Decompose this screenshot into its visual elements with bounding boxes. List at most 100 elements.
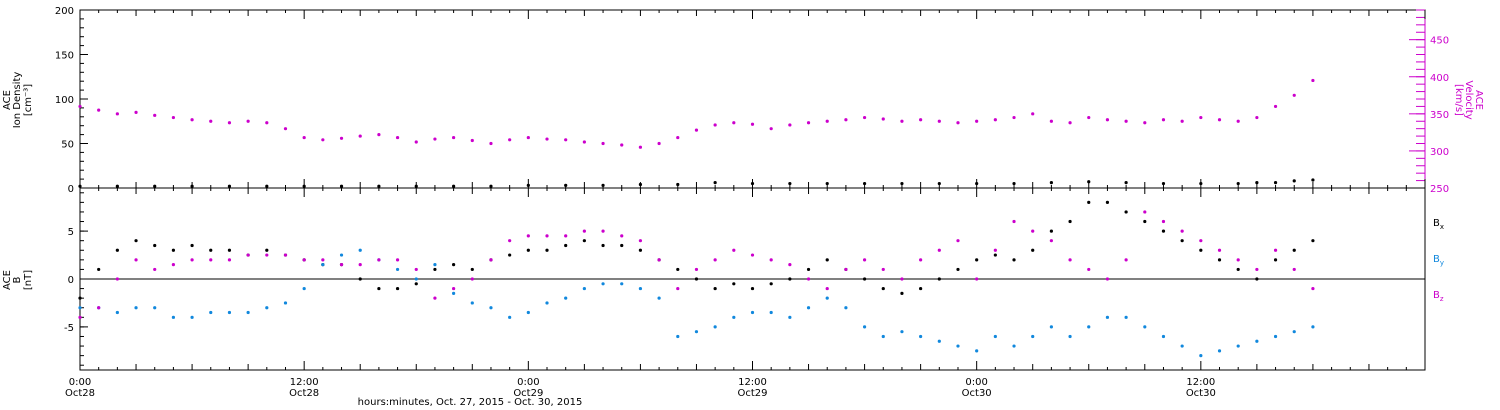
by-point xyxy=(975,349,979,353)
legend-by-subscript: y xyxy=(1440,259,1444,267)
bz-point xyxy=(975,277,979,281)
svg-text:By: By xyxy=(1433,254,1444,267)
bz-point xyxy=(1255,267,1259,272)
bz-point xyxy=(620,234,624,238)
bz-point xyxy=(209,258,213,262)
density-axis-label-1: ACE xyxy=(2,90,13,110)
bz-point xyxy=(358,263,362,267)
bz-point xyxy=(862,258,867,262)
by-point xyxy=(134,306,138,310)
top-data-points xyxy=(78,78,1315,188)
x-axis-title: hours:minutes, Oct. 27, 2015 - Oct. 30, … xyxy=(358,397,583,408)
x-tick-label-date: Oct29 xyxy=(737,388,767,399)
velocity-point xyxy=(1292,93,1296,97)
by-point xyxy=(750,310,755,315)
by-point xyxy=(601,282,605,286)
bz-point xyxy=(470,277,474,281)
by-point xyxy=(115,310,119,315)
by-point xyxy=(265,306,269,310)
by-point xyxy=(1124,315,1128,319)
velocity-point xyxy=(153,113,157,117)
velocity-point xyxy=(1087,115,1091,120)
by-point xyxy=(1311,325,1315,329)
velocity-point xyxy=(676,135,680,140)
by-point xyxy=(1031,334,1035,339)
bz-point xyxy=(788,263,792,267)
by-point xyxy=(564,296,568,300)
bx-point xyxy=(395,286,400,291)
by-point xyxy=(1068,334,1072,339)
velocity-point xyxy=(115,112,119,116)
density-point xyxy=(788,181,792,186)
bx-point xyxy=(1012,258,1016,262)
velocity-point xyxy=(1143,121,1147,125)
by-point xyxy=(676,334,680,339)
x-tick-label-date: Oct30 xyxy=(1186,388,1216,399)
velocity-point xyxy=(694,128,699,132)
by-point xyxy=(937,339,941,343)
top-left-axis: 0 50 100 150 200 xyxy=(55,6,88,195)
by-point xyxy=(227,310,232,315)
top-panel: 0 50 100 150 200 250 300 350 400 450 ACE Ion Den… xyxy=(2,6,1484,195)
density-point xyxy=(937,181,941,186)
by-point xyxy=(1273,334,1278,339)
by-point xyxy=(732,315,736,319)
velocity-point xyxy=(862,115,867,120)
bz-point xyxy=(377,258,381,262)
velocity-point xyxy=(78,104,82,109)
velocity-point xyxy=(97,108,101,112)
by-point xyxy=(713,325,717,329)
velocity-point xyxy=(788,123,792,127)
velocity-point xyxy=(1273,104,1278,109)
bz-point xyxy=(1292,267,1296,272)
velocity-point xyxy=(1311,78,1315,83)
by-point xyxy=(1255,339,1259,343)
velocity-point xyxy=(732,121,736,125)
bz-point xyxy=(1311,286,1315,291)
bz-point xyxy=(956,239,960,243)
bx-point xyxy=(732,282,736,286)
by-point xyxy=(470,301,474,305)
bx-point xyxy=(1255,277,1259,281)
by-point xyxy=(414,277,418,281)
bx-point xyxy=(1105,200,1110,204)
density-point xyxy=(825,181,829,186)
bz-point xyxy=(1161,219,1166,224)
bx-point xyxy=(1292,248,1296,252)
bx-point xyxy=(227,248,232,252)
bx-point xyxy=(676,267,680,272)
by-point xyxy=(508,315,512,319)
velocity-point xyxy=(302,135,306,140)
legend-by-label: B xyxy=(1433,254,1440,265)
bx-point xyxy=(1217,258,1222,262)
x-tick-label-date: Oct30 xyxy=(962,388,992,399)
bz-point xyxy=(993,248,997,252)
density-point xyxy=(1292,179,1296,183)
bz-point xyxy=(1031,229,1035,233)
velocity-point xyxy=(1068,121,1072,125)
legend-by: By xyxy=(1433,254,1444,267)
bz-point xyxy=(713,258,717,262)
bz-point xyxy=(919,258,923,262)
bz-point xyxy=(1143,210,1147,214)
by-point xyxy=(433,263,437,267)
by-point xyxy=(788,315,792,319)
bx-point xyxy=(358,277,362,281)
svg-text:Bz: Bz xyxy=(1433,290,1444,303)
velocity-point xyxy=(246,119,250,123)
by-point xyxy=(1236,344,1240,348)
bz-point xyxy=(433,296,437,300)
velocity-tick-label: 400 xyxy=(1430,73,1449,84)
by-point xyxy=(395,267,400,272)
bx-point xyxy=(526,248,530,252)
bx-point xyxy=(694,277,699,281)
bz-point xyxy=(115,277,119,281)
bz-point xyxy=(1273,248,1278,252)
velocity-point xyxy=(900,119,904,123)
bz-point xyxy=(1199,239,1203,243)
x-tick-label-date: Oct29 xyxy=(513,388,543,399)
velocity-point xyxy=(993,118,997,122)
b-axis-label-1: ACE xyxy=(2,270,13,290)
density-point xyxy=(1236,181,1240,186)
by-point xyxy=(806,306,811,310)
